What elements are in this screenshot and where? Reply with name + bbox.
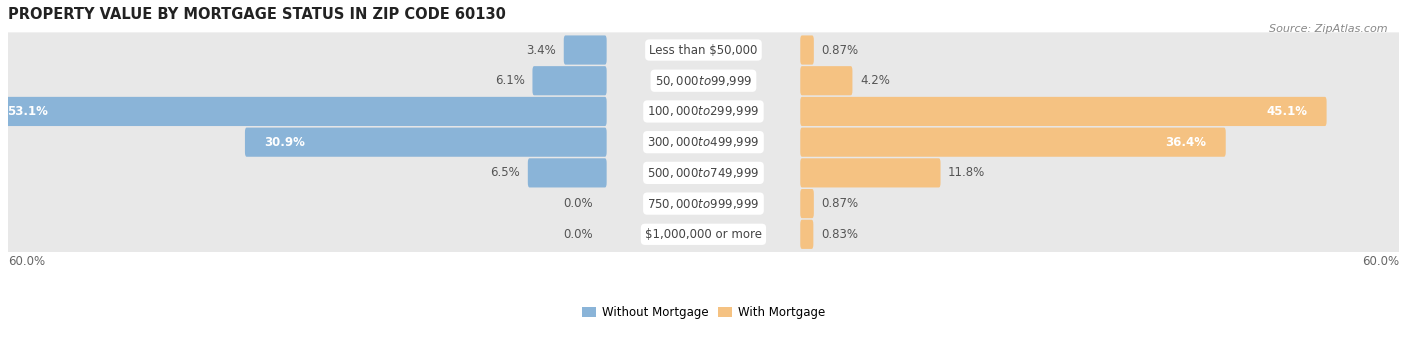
Text: 60.0%: 60.0% [1362,255,1399,268]
FancyBboxPatch shape [6,63,1400,98]
FancyBboxPatch shape [800,66,852,95]
FancyBboxPatch shape [527,158,606,187]
Text: Less than $50,000: Less than $50,000 [650,44,758,56]
FancyBboxPatch shape [6,155,1400,190]
FancyBboxPatch shape [6,32,1400,68]
Text: 45.1%: 45.1% [1267,105,1308,118]
FancyBboxPatch shape [6,217,1400,252]
Text: $300,000 to $499,999: $300,000 to $499,999 [647,135,759,149]
Text: 53.1%: 53.1% [7,105,48,118]
Text: $500,000 to $749,999: $500,000 to $749,999 [647,166,759,180]
Text: 60.0%: 60.0% [8,255,45,268]
FancyBboxPatch shape [800,128,1226,157]
Text: PROPERTY VALUE BY MORTGAGE STATUS IN ZIP CODE 60130: PROPERTY VALUE BY MORTGAGE STATUS IN ZIP… [8,7,506,22]
Text: $50,000 to $99,999: $50,000 to $99,999 [655,74,752,88]
FancyBboxPatch shape [800,97,1327,126]
FancyBboxPatch shape [800,35,814,65]
Text: 6.1%: 6.1% [495,74,524,87]
Text: 0.87%: 0.87% [821,197,859,210]
Text: 3.4%: 3.4% [526,44,557,56]
FancyBboxPatch shape [6,94,1400,129]
Text: 30.9%: 30.9% [264,136,305,149]
FancyBboxPatch shape [533,66,606,95]
FancyBboxPatch shape [6,124,1400,160]
FancyBboxPatch shape [6,186,1400,221]
FancyBboxPatch shape [800,220,813,249]
FancyBboxPatch shape [800,189,814,218]
Text: 4.2%: 4.2% [860,74,890,87]
Text: 6.5%: 6.5% [491,166,520,180]
Legend: Without Mortgage, With Mortgage: Without Mortgage, With Mortgage [576,301,830,324]
Text: $100,000 to $299,999: $100,000 to $299,999 [647,104,759,118]
Text: 0.0%: 0.0% [564,228,593,241]
Text: $1,000,000 or more: $1,000,000 or more [645,228,762,241]
FancyBboxPatch shape [800,158,941,187]
FancyBboxPatch shape [0,97,606,126]
Text: 36.4%: 36.4% [1166,136,1206,149]
Text: 0.83%: 0.83% [821,228,858,241]
Text: 0.87%: 0.87% [821,44,859,56]
Text: 0.0%: 0.0% [564,197,593,210]
Text: Source: ZipAtlas.com: Source: ZipAtlas.com [1270,24,1388,34]
FancyBboxPatch shape [564,35,606,65]
FancyBboxPatch shape [245,128,606,157]
Text: 11.8%: 11.8% [948,166,986,180]
Text: $750,000 to $999,999: $750,000 to $999,999 [647,197,759,210]
